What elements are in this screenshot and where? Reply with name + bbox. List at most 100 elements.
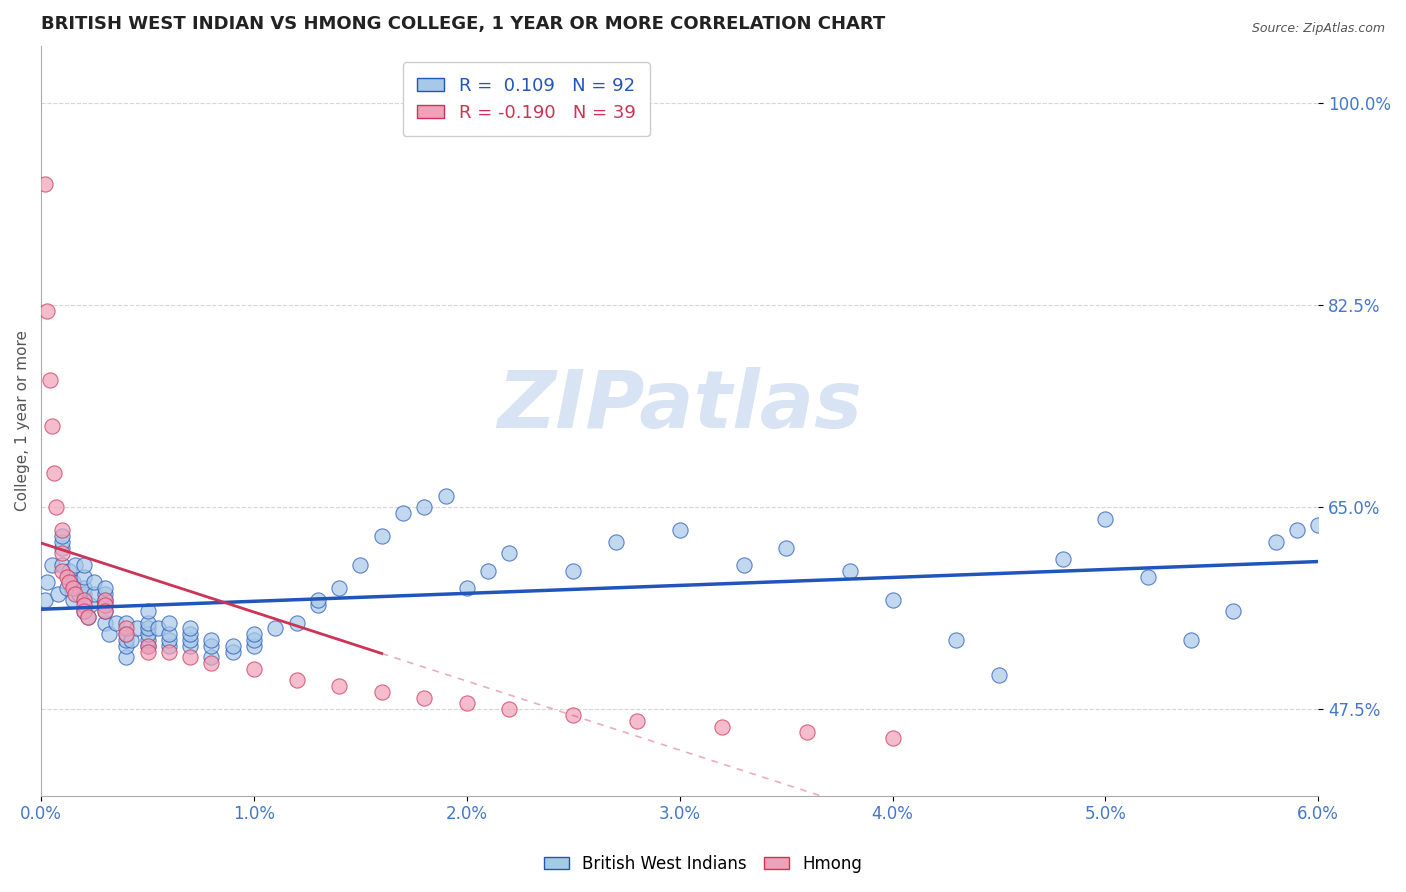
- Point: [79, 599, 101, 613]
- Point: [55, 581, 77, 595]
- Point: [136, 615, 159, 630]
- Point: [136, 632, 159, 647]
- Point: [179, 627, 201, 641]
- Point: [157, 627, 180, 641]
- Point: [605, 534, 627, 549]
- Point: [51, 546, 73, 560]
- Point: [73, 569, 96, 583]
- Legend: R =  0.109   N = 92, R = -0.190   N = 39: R = 0.109 N = 92, R = -0.190 N = 39: [402, 62, 650, 136]
- Point: [243, 639, 266, 653]
- Point: [157, 644, 180, 658]
- Point: [94, 592, 117, 607]
- Point: [55, 569, 77, 583]
- Point: [988, 667, 1011, 681]
- Point: [73, 604, 96, 618]
- Text: BRITISH WEST INDIAN VS HMONG COLLEGE, 1 YEAR OR MORE CORRELATION CHART: BRITISH WEST INDIAN VS HMONG COLLEGE, 1 …: [41, 15, 886, 33]
- Point: [243, 632, 266, 647]
- Point: [307, 592, 329, 607]
- Point: [94, 587, 117, 601]
- Point: [221, 644, 243, 658]
- Point: [179, 650, 201, 665]
- Point: [73, 604, 96, 618]
- Y-axis label: College, 1 year or more: College, 1 year or more: [15, 330, 30, 511]
- Point: [668, 524, 690, 538]
- Point: [1094, 512, 1116, 526]
- Point: [1180, 632, 1202, 647]
- Point: [125, 622, 148, 636]
- Point: [77, 610, 100, 624]
- Point: [498, 546, 520, 560]
- Point: [77, 610, 100, 624]
- Point: [73, 592, 96, 607]
- Point: [839, 564, 862, 578]
- Point: [882, 592, 904, 607]
- Point: [104, 615, 127, 630]
- Point: [1052, 552, 1074, 566]
- Point: [46, 587, 69, 601]
- Text: ZIPatlas: ZIPatlas: [498, 367, 862, 445]
- Point: [58, 575, 80, 590]
- Point: [562, 708, 585, 723]
- Point: [413, 500, 436, 515]
- Point: [1136, 569, 1159, 583]
- Point: [115, 615, 138, 630]
- Point: [94, 581, 117, 595]
- Point: [200, 656, 222, 670]
- Point: [349, 558, 371, 572]
- Point: [264, 622, 287, 636]
- Point: [413, 690, 436, 705]
- Point: [775, 541, 797, 555]
- Point: [243, 662, 266, 676]
- Point: [1308, 517, 1330, 532]
- Point: [51, 564, 73, 578]
- Point: [62, 581, 84, 595]
- Point: [115, 632, 138, 647]
- Point: [98, 627, 121, 641]
- Point: [42, 466, 65, 480]
- Point: [1285, 524, 1308, 538]
- Point: [62, 592, 84, 607]
- Point: [328, 679, 350, 693]
- Legend: British West Indians, Hmong: British West Indians, Hmong: [537, 848, 869, 880]
- Point: [63, 558, 86, 572]
- Point: [392, 506, 415, 520]
- Point: [285, 615, 308, 630]
- Point: [328, 581, 350, 595]
- Point: [456, 581, 478, 595]
- Point: [62, 575, 84, 590]
- Point: [73, 587, 96, 601]
- Point: [67, 587, 90, 601]
- Point: [73, 581, 96, 595]
- Point: [83, 587, 105, 601]
- Point: [94, 599, 117, 613]
- Point: [200, 650, 222, 665]
- Point: [120, 632, 142, 647]
- Point: [477, 564, 499, 578]
- Point: [243, 627, 266, 641]
- Point: [41, 558, 63, 572]
- Point: [285, 673, 308, 688]
- Point: [115, 627, 138, 641]
- Point: [115, 639, 138, 653]
- Point: [733, 558, 755, 572]
- Point: [370, 685, 392, 699]
- Point: [200, 639, 222, 653]
- Point: [34, 592, 56, 607]
- Point: [434, 489, 457, 503]
- Point: [157, 639, 180, 653]
- Point: [51, 534, 73, 549]
- Point: [562, 564, 585, 578]
- Point: [45, 500, 67, 515]
- Point: [51, 541, 73, 555]
- Point: [136, 639, 159, 653]
- Point: [73, 558, 96, 572]
- Point: [136, 622, 159, 636]
- Point: [115, 627, 138, 641]
- Point: [94, 615, 117, 630]
- Point: [1264, 534, 1286, 549]
- Point: [157, 632, 180, 647]
- Point: [83, 575, 105, 590]
- Point: [148, 622, 170, 636]
- Point: [179, 622, 201, 636]
- Point: [221, 639, 243, 653]
